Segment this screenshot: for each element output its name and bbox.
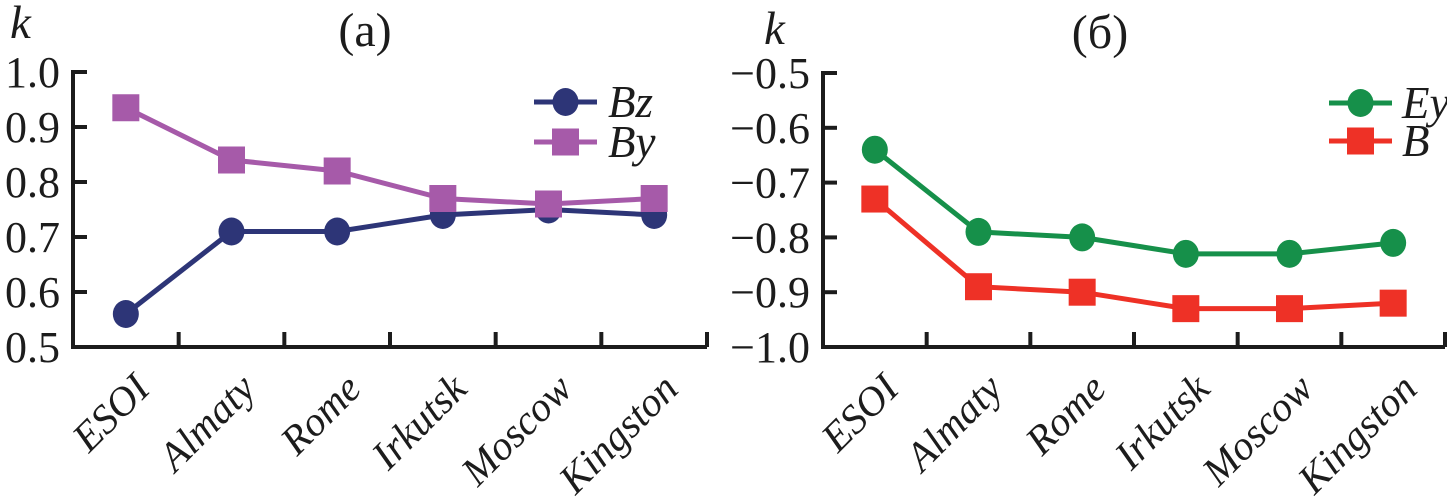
y-tick-label: −0.9 [730,268,810,317]
marker-Ey-ESOI [861,135,888,164]
marker-B-ESOI [861,185,889,213]
marker-By-ESOI [112,94,140,122]
x-tick-label: Almaty [147,364,264,481]
series-line-Ey [873,147,1394,257]
y-tick-label: 0.8 [5,158,60,207]
y-tick-label: −1.0 [730,323,810,372]
marker-B-Irkutsk [1172,295,1200,323]
marker-By-Rome [323,157,351,185]
marker-B-Almaty [965,273,992,301]
marker-Ey-Rome [1069,223,1096,252]
y-tick-label: 0.5 [5,323,60,372]
legend-marker-B [1347,127,1374,155]
marker-Bz-Rome [324,217,351,246]
y-tick-label: −0.8 [730,213,810,262]
panel-title: (a) [338,4,391,57]
marker-Ey-Moscow [1276,239,1303,268]
x-tick-label: ESOI [62,363,160,461]
marker-Ey-Almaty [965,217,992,246]
series-line-By [124,105,655,207]
panel-title: (б) [1072,6,1128,59]
marker-Bz-Almaty [218,217,245,246]
y-tick-label: 0.7 [5,213,60,262]
legend-marker-By [552,128,579,156]
marker-By-Moscow [535,190,562,218]
marker-B-Rome [1068,278,1096,306]
x-tick-label: Kingston [549,365,687,499]
y-axis-title: k [764,3,786,55]
x-tick-label: Rome [270,365,369,464]
x-tick-label: Rome [1015,365,1114,464]
y-tick-label: 1.0 [5,48,60,97]
marker-B-Moscow [1276,295,1303,323]
y-tick-label: 0.9 [5,103,60,152]
marker-By-Irkutsk [429,185,457,212]
legend-marker-Bz [552,88,579,116]
marker-Ey-Irkutsk [1172,239,1199,268]
legend-marker-Ey [1347,89,1374,117]
marker-Ey-Kingston [1380,228,1407,257]
legend-label-B: B [1402,116,1430,166]
legend-label-Bz: Bz [608,77,653,127]
series-line-Bz [124,206,655,316]
y-tick-label: −0.6 [730,104,810,153]
y-axis-title: k [10,0,32,49]
legend-label-By: By [608,117,655,167]
y-tick-label: −0.5 [730,49,810,98]
marker-By-Kingston [640,185,668,212]
marker-Bz-ESOI [112,300,139,328]
series-line-B [873,197,1394,312]
x-tick-label: ESOI [811,363,909,461]
marker-B-Kingston [1379,289,1407,317]
y-tick-label: 0.6 [5,268,60,317]
y-tick-label: −0.7 [730,159,810,208]
legend-label-Ey: Ey [1401,78,1447,128]
marker-By-Almaty [218,146,245,174]
x-tick-label: Almaty [894,364,1011,481]
